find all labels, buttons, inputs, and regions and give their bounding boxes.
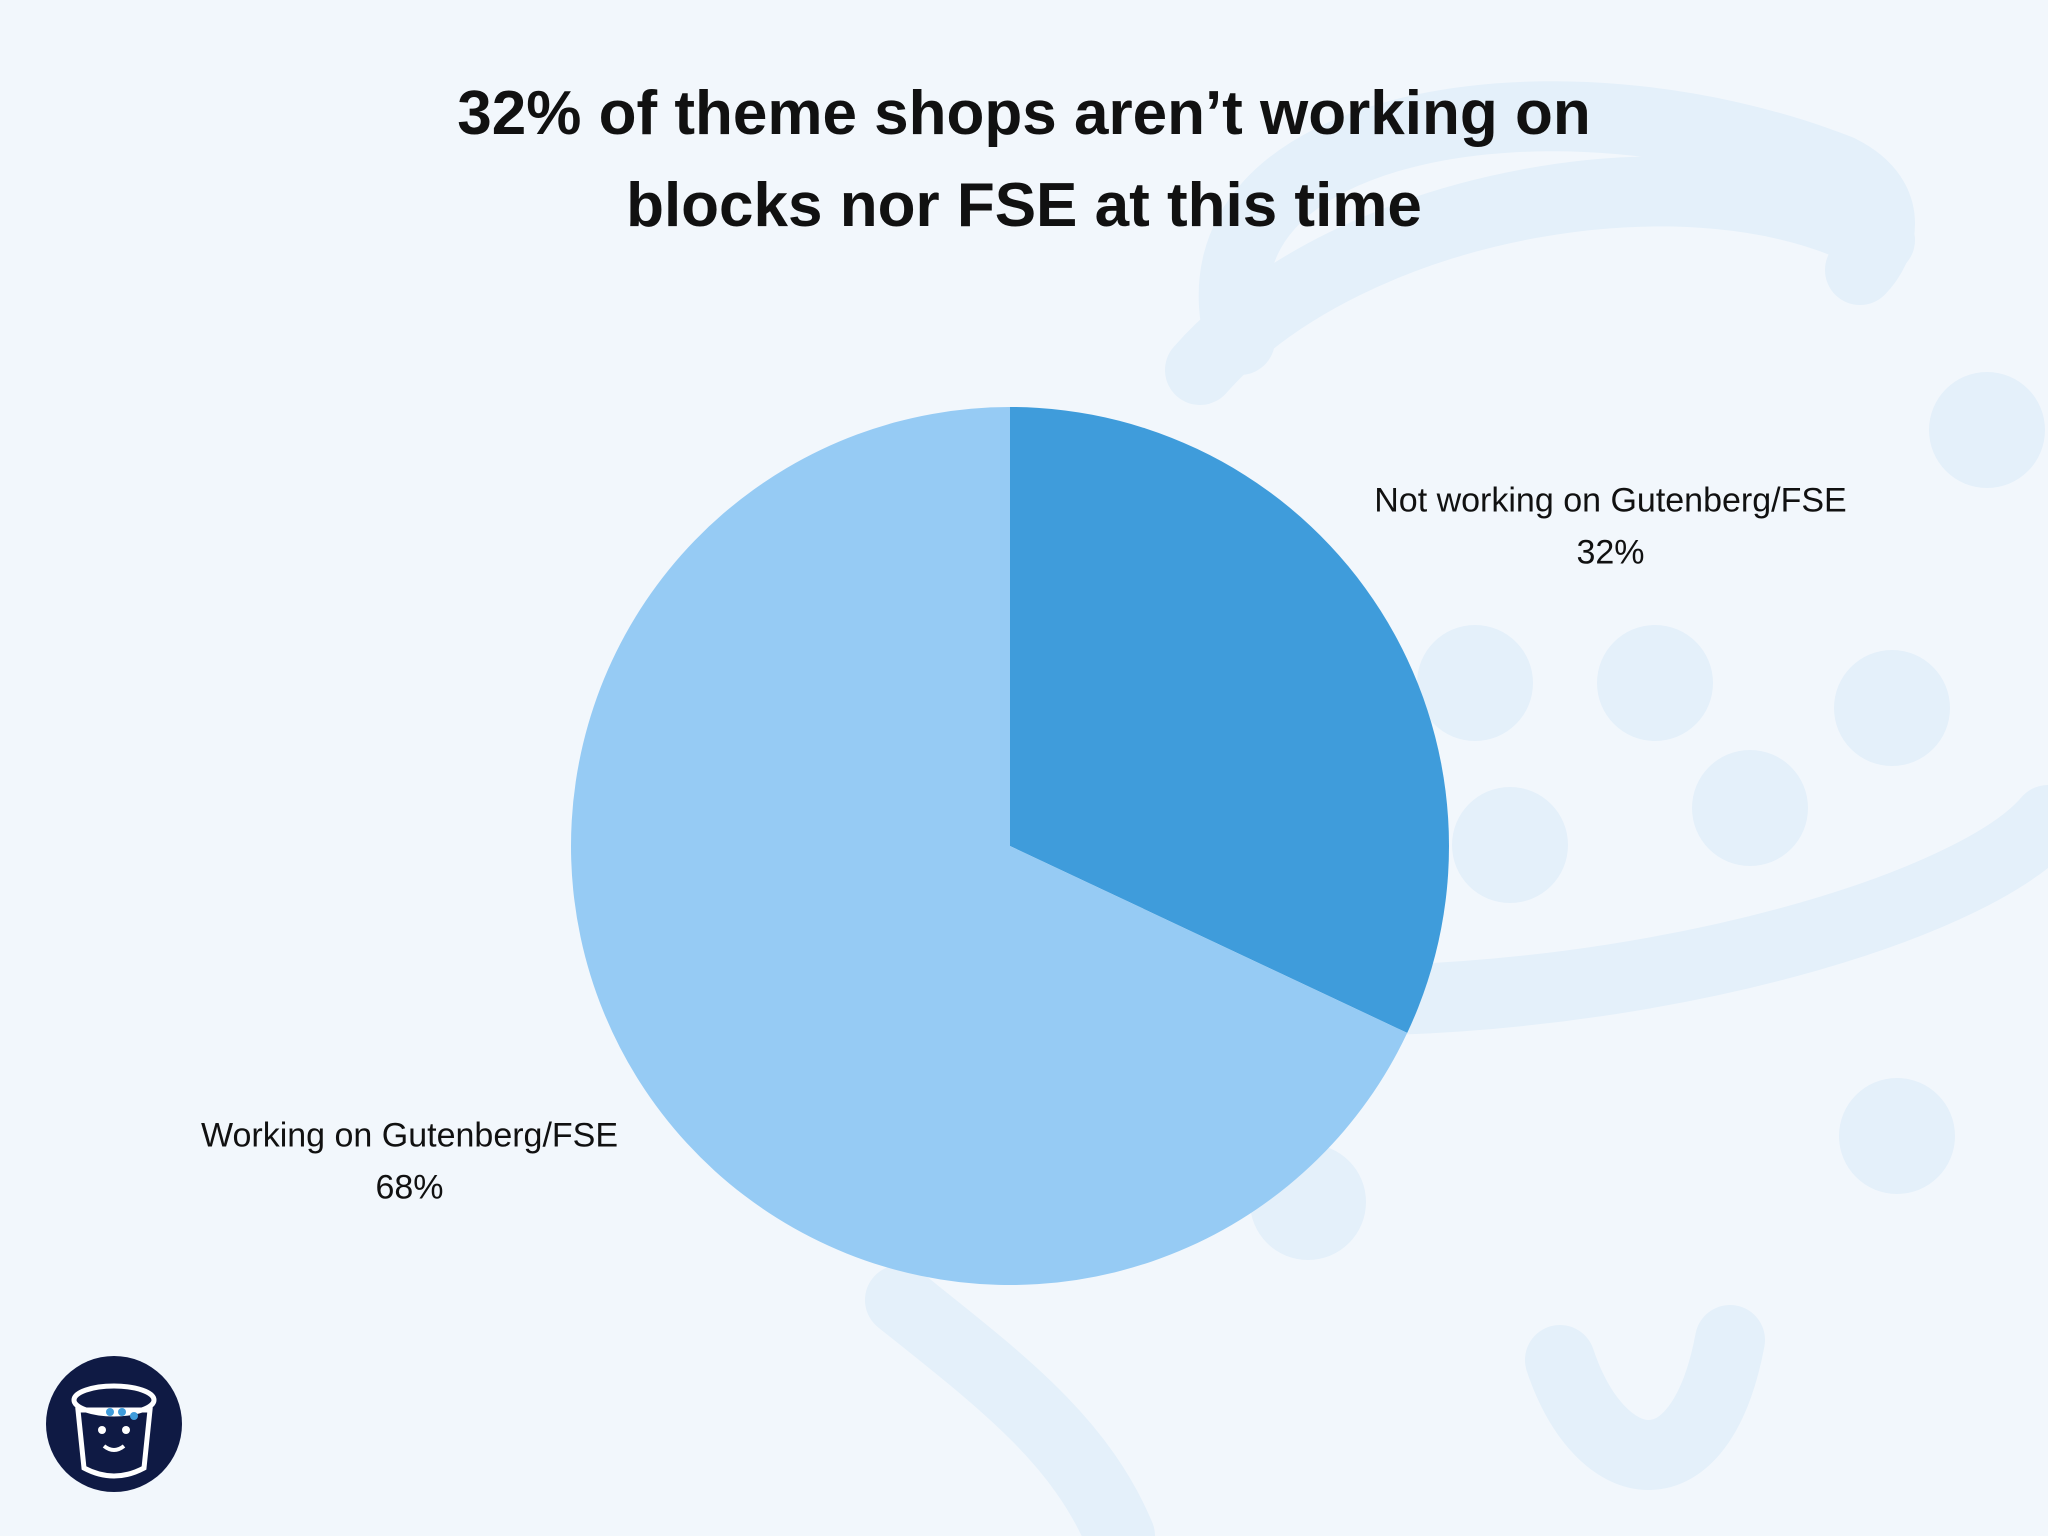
slice-label: Working on Gutenberg/FSE <box>201 1117 618 1155</box>
chart-title: 32% of theme shops aren’t working on blo… <box>457 79 1591 240</box>
slice-label: Not working on Gutenberg/FSE <box>1374 481 1846 519</box>
background-decoration <box>865 81 2048 1536</box>
logo <box>46 1356 182 1492</box>
background-dots <box>1250 372 2045 1260</box>
pie-slice <box>571 407 1408 1286</box>
slice-value-label: 32% <box>1576 533 1644 571</box>
pie-slice <box>1010 407 1450 1033</box>
pie <box>571 407 1450 1286</box>
slice-value-label: 68% <box>375 1169 443 1207</box>
